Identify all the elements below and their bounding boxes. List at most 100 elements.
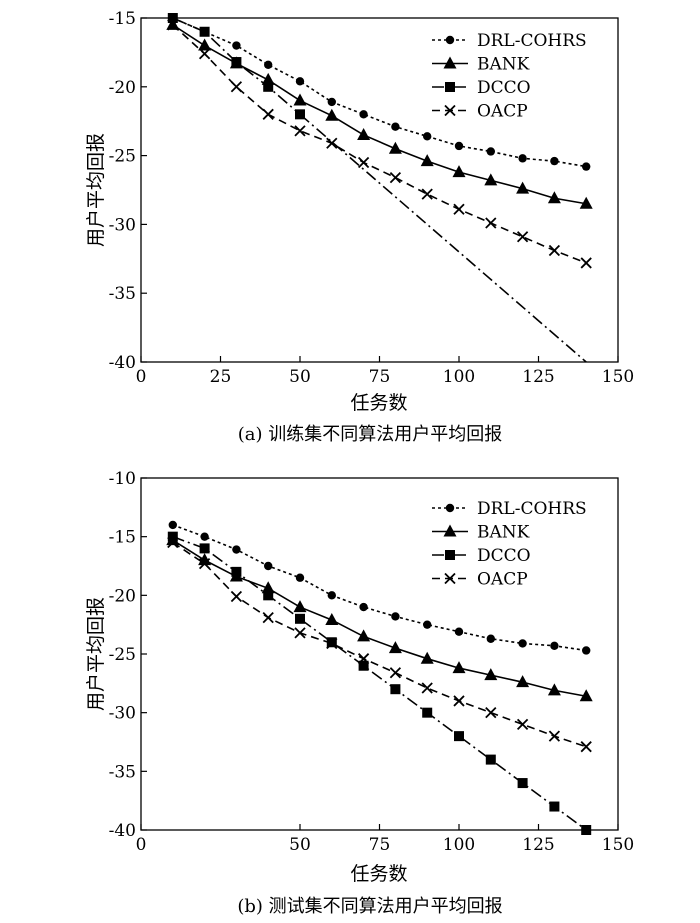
chart-a-series-oacp-point: [167, 19, 179, 31]
chart-b-series-bank-point: [388, 641, 402, 654]
chart-b-series-dcco-point: [485, 754, 496, 765]
chart-a-series-drl-cohrs-point: [264, 60, 273, 69]
chart-a-x-tick-label: 0: [136, 367, 147, 387]
chart-b-legend-drl-cohrs-label: DRL-COHRS: [477, 499, 587, 519]
chart-a-x-tick-label: 150: [602, 367, 634, 387]
chart-b-series-oacp-line: [172, 541, 587, 748]
chart-b-series-oacp-point: [453, 695, 465, 707]
chart-b-series-dcco-point: [454, 731, 464, 742]
chart-b-series-oacp-point: [516, 718, 529, 731]
chart-b-series-oacp-point: [580, 741, 592, 753]
chart-b-y-ticks: -10 -15 -20 -25 -30 -35 -40: [109, 469, 147, 841]
chart-b-legend-bank-label: BANK: [477, 523, 530, 543]
chart-a-y-tick-label: -15: [109, 9, 136, 29]
chart-b-series-dcco-point: [263, 590, 274, 601]
chart-b-legend-drl-cohrs-marker: [445, 503, 455, 513]
chart-b-series-oacp-point: [421, 682, 433, 694]
chart-a-legend-bank-marker: [443, 56, 457, 69]
chart-a-series-bank-point: [579, 196, 593, 209]
chart-a-series-dcco-point: [295, 109, 305, 120]
chart-b-series: [166, 520, 593, 835]
chart-a-y-tick-label: -30: [109, 215, 136, 235]
chart-a-x-axis-title: 任务数: [350, 392, 407, 414]
chart-b-series-drl-cohrs-point: [423, 620, 432, 629]
chart-a-y-tick-label: -35: [109, 284, 136, 304]
chart-b-legend: DRL-COHRS BANK DCCO OACP: [432, 499, 587, 590]
chart-b-y-tick-label: -30: [109, 704, 136, 724]
chart-b-legend-oacp-label: OACP: [477, 570, 528, 590]
chart-b-series-drl-cohrs-point: [518, 639, 527, 648]
chart-b-series-oacp-point: [294, 627, 306, 639]
chart-b-y-tick-label: -25: [109, 645, 136, 665]
chart-a-legend: DRL-COHRS BANK DCCO OACP: [432, 31, 587, 122]
chart-a-y-ticks: -15 -20 -25 -30 -35 -40: [109, 9, 147, 373]
chart-b-y-axis-title: 用户平均回报: [85, 597, 107, 711]
chart-a-series-dcco-point: [263, 81, 274, 92]
chart-b-series-oacp-point: [230, 590, 243, 603]
chart-b-legend-dcco-marker: [445, 550, 455, 560]
chart-a-x-tick-label: 25: [210, 367, 232, 387]
chart-a-legend-oacp-marker: [444, 104, 456, 117]
chart-a-series-drl-cohrs-point: [582, 162, 591, 171]
chart-a-series-oacp-point: [453, 203, 465, 215]
chart-a-series-bank-line: [172, 24, 587, 205]
chart-b-x-tick-label: 100: [443, 835, 475, 855]
chart-a-series-oacp-point: [580, 257, 592, 269]
chart-a-series-oacp-point: [326, 137, 338, 149]
chart-a-series-drl-cohrs-point: [327, 97, 336, 107]
chart-b-series-bank-point: [452, 661, 466, 674]
chart-a-series-drl-cohrs-point: [454, 141, 464, 151]
chart-b-series-drl-cohrs-point: [359, 602, 368, 612]
chart-b-series-drl-cohrs-point: [486, 634, 495, 643]
chart-a: -15 -20 -25 -30 -35 -40 0 25 50 75 100 125 150 DRL-…: [85, 9, 634, 445]
chart-a-series-oacp-point: [230, 81, 243, 93]
chart-a-x-tick-label: 75: [369, 367, 391, 387]
chart-b-series-bank-point: [547, 683, 561, 696]
chart-b-series-oacp-point: [198, 558, 211, 570]
chart-a-x-tick-label: 50: [289, 367, 311, 387]
chart-b-series-drl-cohrs-point: [454, 627, 464, 636]
chart-b-series-oacp-point: [485, 707, 497, 719]
chart-b: -10 -15 -20 -25 -30 -35 -40 0 50 75 100 125 150 DRL…: [85, 469, 634, 917]
chart-a-legend-drl-cohrs-label: DRL-COHRS: [477, 31, 587, 51]
chart-a-series-bank-point: [547, 191, 561, 204]
chart-a-series-drl-cohrs-point: [391, 122, 400, 131]
chart-a-series-bank-point: [452, 165, 466, 178]
chart-b-series-oacp-point: [357, 653, 370, 665]
chart-a-plot-frame: [140, 17, 619, 363]
chart-a-series-oacp-point: [389, 171, 402, 184]
chart-b-series-dcco-point: [581, 825, 592, 835]
chart-a-x-tick-label: 125: [522, 367, 554, 387]
chart-b-series-bank-point: [261, 581, 275, 594]
chart-b-series-bank-point: [484, 668, 498, 681]
chart-b-series-dcco-point: [358, 660, 369, 671]
chart-a-series-bank-point: [420, 154, 434, 167]
chart-b-series-dcco-point: [199, 543, 210, 554]
chart-b-series-drl-cohrs-point: [200, 532, 209, 541]
chart-b-series-drl-cohrs-point: [327, 591, 336, 600]
chart-b-series-dcco-point: [517, 778, 528, 789]
chart-a-series-oacp-point: [516, 231, 529, 243]
chart-a-legend-dcco-label: DCCO: [477, 78, 531, 98]
chart-b-plot-frame: [140, 477, 619, 831]
chart-b-x-tick-label: 0: [136, 835, 147, 855]
chart-b-series-drl-cohrs-point: [391, 612, 400, 621]
chart-a-series-oacp-point: [485, 217, 497, 229]
chart-a-y-tick-label: -20: [109, 78, 136, 98]
chart-a-series-bank-point: [325, 108, 339, 121]
chart-b-series-oacp-point: [262, 611, 274, 624]
chart-b-series-dcco-point: [231, 566, 242, 577]
chart-b-y-tick-label: -40: [109, 821, 136, 841]
chart-a-caption: (a) 训练集不同算法用户平均回报: [238, 424, 503, 445]
chart-b-series-drl-cohrs-line: [172, 524, 587, 652]
chart-a-series-dcco-line: [172, 17, 301, 115]
chart-b-y-tick-label: -20: [109, 586, 136, 606]
chart-b-series-oacp-point: [326, 637, 338, 650]
chart-b-series-bank-point: [293, 600, 307, 613]
chart-b-series-dcco-line: [172, 535, 587, 831]
chart-a-legend-drl-cohrs-marker: [445, 35, 455, 45]
chart-a-series-bank-point: [198, 38, 212, 51]
chart-b-x-axis-title: 任务数: [350, 863, 407, 885]
chart-a-series-drl-cohrs-point: [550, 156, 559, 166]
